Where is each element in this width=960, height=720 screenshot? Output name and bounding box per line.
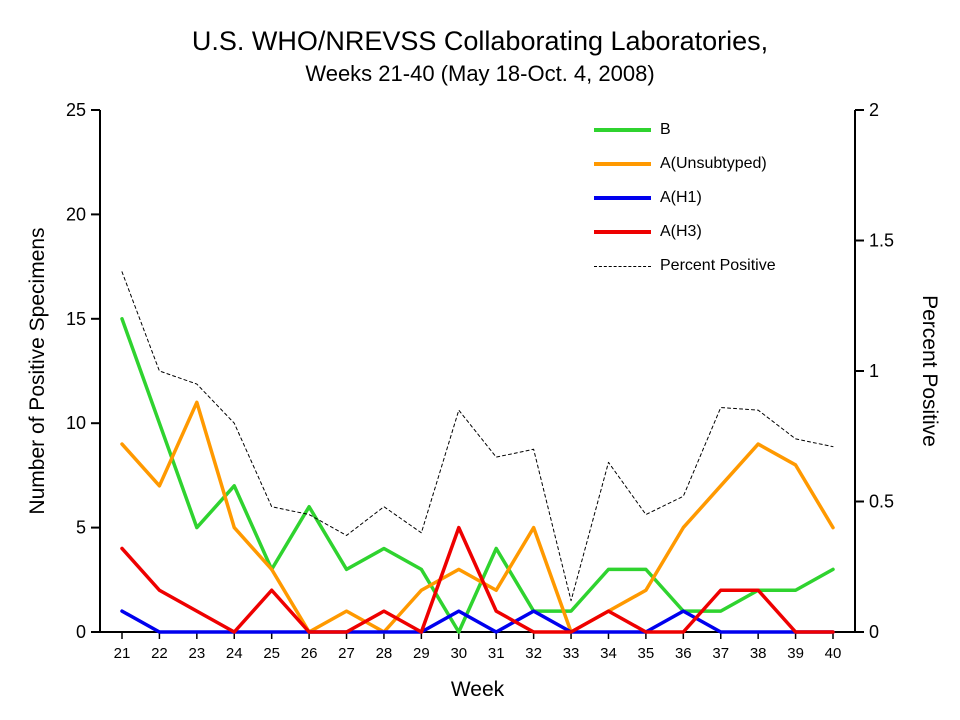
- series-line-percent-positive: [121, 271, 834, 602]
- x-axis-tick-label: 26: [301, 645, 318, 662]
- x-axis-tick-label: 35: [638, 645, 655, 662]
- left-axis-tick-label: 10: [66, 413, 86, 433]
- x-axis-tick-label: 31: [488, 645, 505, 662]
- x-axis-tick-label: 27: [338, 645, 355, 662]
- x-axis-tick-label: 36: [675, 645, 692, 662]
- x-axis-tick-label: 25: [263, 645, 280, 662]
- x-axis-tick-label: 37: [712, 645, 729, 662]
- legend-label-percent-positive: Percent Positive: [660, 257, 776, 274]
- left-axis-tick-label: 15: [66, 309, 86, 329]
- legend-label-a-h1: A(H1): [660, 189, 702, 206]
- series-line-b: [120, 317, 835, 634]
- series-line-a-h1-: [120, 609, 835, 634]
- chart-title: U.S. WHO/NREVSS Collaborating Laboratori…: [191, 26, 769, 56]
- legend-swatch-b: [594, 128, 651, 132]
- legend-item-a-unsubtyped: A(Unsubtyped): [594, 147, 776, 181]
- legend-label-b: B: [660, 121, 671, 138]
- right-axis-tick-label: 0: [869, 622, 879, 642]
- right-axis-tick-label: 0.5: [869, 492, 894, 512]
- series-line-a-h3-: [120, 525, 835, 634]
- legend-swatch-a-unsubtyped: [594, 162, 651, 166]
- left-axis-tick-label: 25: [66, 100, 86, 120]
- left-axis-tick-label: 5: [76, 518, 86, 538]
- legend-swatch-a-h1: [594, 196, 651, 200]
- x-axis-tick-label: 40: [825, 645, 842, 662]
- legend-item-b: B: [594, 113, 776, 147]
- legend: B A(Unsubtyped) A(H1) A(H3) Percent Posi…: [594, 113, 776, 283]
- x-axis-tick-label: 22: [151, 645, 168, 662]
- chart-subtitle: Weeks 21-40 (May 18-Oct. 4, 2008): [305, 61, 655, 86]
- x-axis-tick-label: 23: [188, 645, 205, 662]
- legend-item-a-h3: A(H3): [594, 215, 776, 249]
- legend-label-a-unsubtyped: A(Unsubtyped): [660, 155, 767, 172]
- legend-item-a-h1: A(H1): [594, 181, 776, 215]
- left-axis-tick-label: 20: [66, 204, 86, 224]
- x-axis-tick-label: 29: [413, 645, 430, 662]
- right-axis-tick-label: 2: [869, 100, 879, 120]
- legend-item-percent-positive: Percent Positive: [594, 249, 776, 283]
- right-axis-tick-label: 1: [869, 361, 879, 381]
- legend-swatch-percent-positive: [594, 265, 651, 267]
- x-axis-tick-label: 39: [787, 645, 804, 662]
- x-axis-tick-label: 34: [600, 645, 617, 662]
- series-line-a-unsubtyped-: [120, 400, 835, 634]
- x-axis-tick-label: 32: [525, 645, 542, 662]
- x-axis-tick-label: 28: [376, 645, 393, 662]
- legend-swatch-a-h3: [594, 230, 651, 234]
- x-axis-tick-label: 33: [563, 645, 580, 662]
- x-axis-title: Week: [450, 678, 505, 701]
- right-axis-tick-label: 1.5: [869, 231, 894, 251]
- x-axis-tick-label: 30: [450, 645, 467, 662]
- x-axis-tick-label: 21: [114, 645, 131, 662]
- left-axis-tick-label: 0: [76, 622, 86, 642]
- legend-label-a-h3: A(H3): [660, 223, 702, 240]
- x-axis-tick-label: 38: [750, 645, 767, 662]
- x-axis-tick-label: 24: [226, 645, 243, 662]
